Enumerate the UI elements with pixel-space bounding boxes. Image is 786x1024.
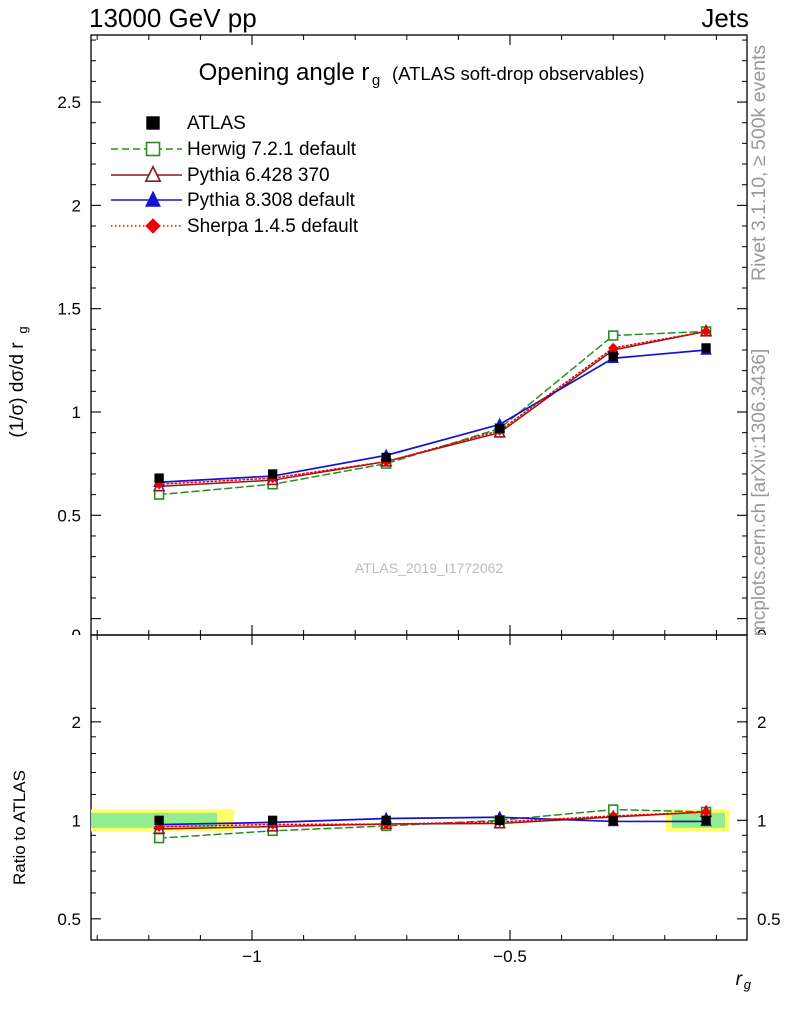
svg-text:(1/σ) dσ/d r: (1/σ) dσ/d r [7, 342, 28, 438]
svg-text:ATLAS_2019_I1772062: ATLAS_2019_I1772062 [355, 560, 504, 576]
svg-text:Jets: Jets [701, 3, 749, 33]
svg-text:0.5: 0.5 [57, 506, 81, 525]
svg-text:g: g [15, 326, 30, 333]
svg-text:0.5: 0.5 [57, 910, 81, 929]
svg-text:1: 1 [757, 811, 766, 830]
svg-text:g: g [744, 977, 752, 992]
svg-text:Herwig 7.2.1 default: Herwig 7.2.1 default [187, 139, 357, 160]
svg-text:r: r [736, 969, 743, 990]
svg-text:0.5: 0.5 [757, 910, 781, 929]
svg-text:1: 1 [72, 403, 81, 422]
svg-text:Pythia 6.428 370: Pythia 6.428 370 [187, 165, 330, 186]
svg-text:g: g [372, 72, 380, 89]
svg-text:−1: −1 [242, 947, 261, 966]
svg-text:1.5: 1.5 [57, 300, 81, 319]
svg-text:2.5: 2.5 [57, 93, 81, 112]
svg-text:Pythia 8.308 default: Pythia 8.308 default [187, 190, 356, 211]
svg-text:−0.5: −0.5 [493, 947, 527, 966]
svg-text:Rivet 3.1.10, ≥ 500k events: Rivet 3.1.10, ≥ 500k events [748, 45, 770, 281]
svg-text:Sherpa 1.4.5 default: Sherpa 1.4.5 default [187, 216, 359, 237]
svg-text:(ATLAS soft-drop observables): (ATLAS soft-drop observables) [392, 63, 645, 84]
svg-text:1: 1 [72, 811, 81, 830]
svg-text:2: 2 [757, 713, 766, 732]
svg-text:Ratio to ATLAS: Ratio to ATLAS [10, 770, 29, 885]
svg-text:ATLAS: ATLAS [187, 113, 246, 134]
svg-text:Opening angle r: Opening angle r [199, 59, 370, 86]
svg-text:2: 2 [72, 713, 81, 732]
svg-text:2: 2 [72, 196, 81, 215]
svg-text:13000 GeV pp: 13000 GeV pp [89, 3, 257, 33]
svg-text:mcplots.cern.ch [arXiv:1306.34: mcplots.cern.ch [arXiv:1306.3436] [749, 349, 770, 636]
